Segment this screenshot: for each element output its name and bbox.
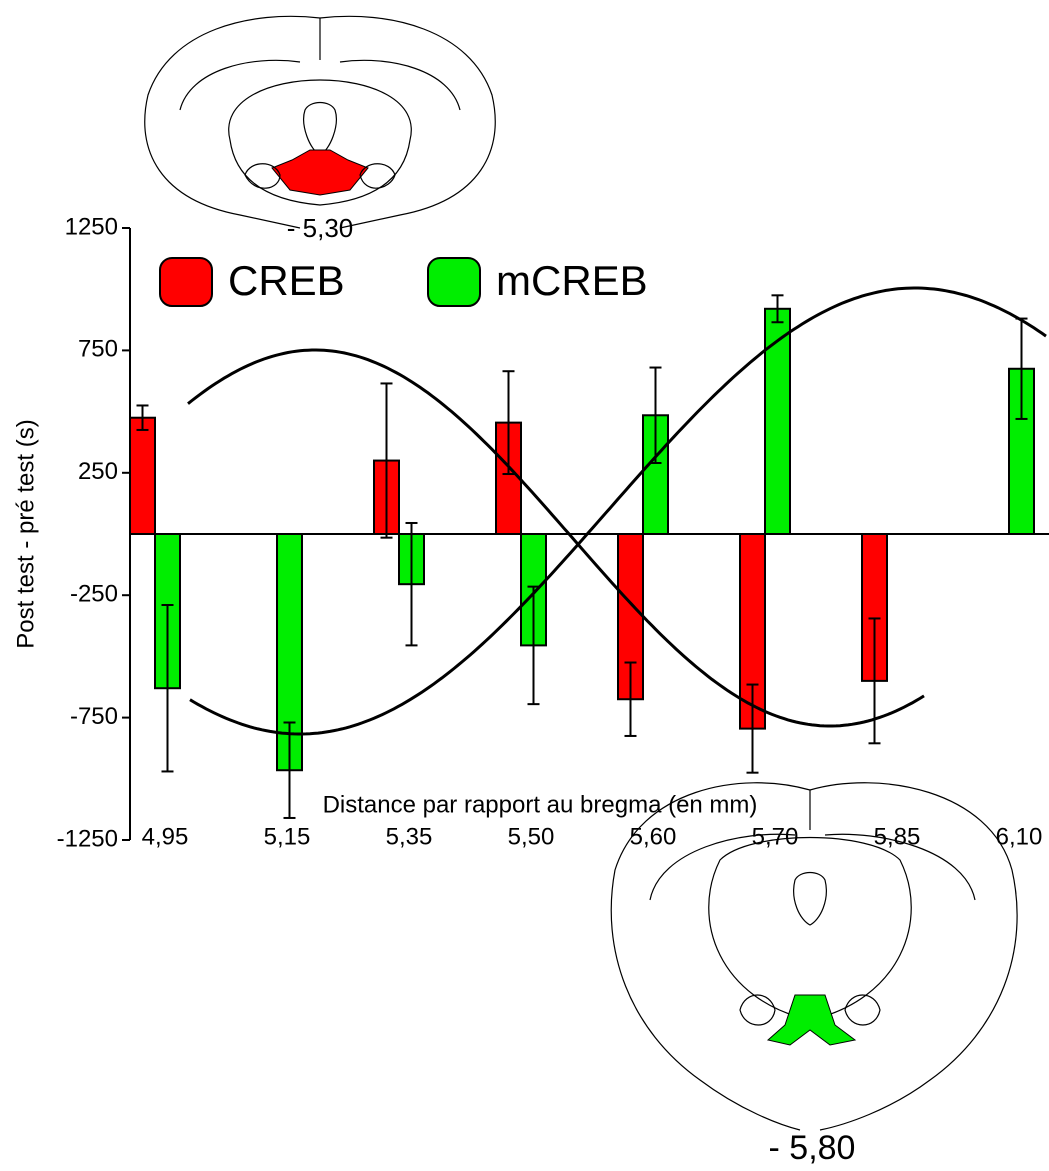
legend-swatch <box>160 258 212 306</box>
chart: - 5,30 - 5,80 Post test - pré test (s) D… <box>0 0 1049 1171</box>
annotation: - 5,80 <box>769 1129 856 1167</box>
y-tick-label: 1250 <box>65 213 118 240</box>
x-tick-label: 5,15 <box>264 823 311 850</box>
y-tick-label: -750 <box>70 703 118 730</box>
x-tick-label: 5,70 <box>752 823 799 850</box>
y-axis-label: Post test - pré test (s) <box>12 419 39 648</box>
y-tick-label: 750 <box>78 336 118 363</box>
x-tick-label: 5,85 <box>874 823 921 850</box>
region-highlight <box>768 995 855 1045</box>
x-axis-label: Distance par rapport au bregma (en mm) <box>323 791 758 818</box>
x-tick-label: 5,60 <box>630 823 677 850</box>
legend-label: mCREB <box>496 257 648 304</box>
y-tick-label: -250 <box>70 581 118 608</box>
x-tick-label: 5,35 <box>386 823 433 850</box>
legend-swatch <box>428 258 480 306</box>
x-tick-label: 6,10 <box>996 823 1043 850</box>
x-tick-label: 4,95 <box>142 823 189 850</box>
region-highlight <box>272 150 368 195</box>
y-tick-label: 250 <box>78 458 118 485</box>
annotation: - 5,30 <box>287 213 354 243</box>
y-tick-label: -1250 <box>57 825 118 852</box>
legend-label: CREB <box>228 257 345 304</box>
brain-section-top <box>145 16 496 228</box>
bar <box>130 418 155 534</box>
x-tick-label: 5,50 <box>508 823 555 850</box>
